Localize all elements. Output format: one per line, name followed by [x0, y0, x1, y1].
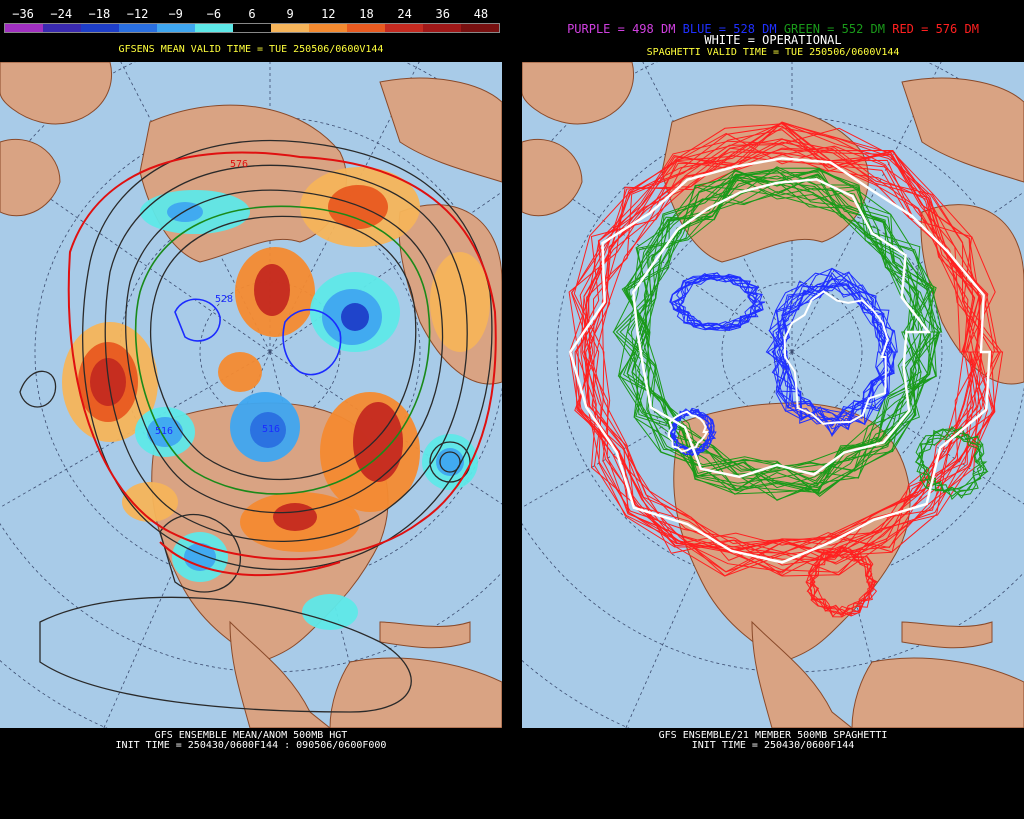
colorbar-label: 48 — [473, 7, 489, 21]
spaghetti-contour — [583, 129, 974, 554]
spaghetti-contour — [783, 290, 889, 425]
contour-label-516a: 516 — [155, 426, 173, 437]
spaghetti-contour — [601, 145, 986, 549]
contour-label-528: 528 — [215, 294, 233, 305]
spaghetti-contour — [632, 178, 932, 479]
colorbar-swatch — [195, 24, 233, 32]
spaghetti-valid-time-title: SPAGHETTI VALID TIME = TUE 250506/0600V1… — [646, 47, 900, 58]
legend-blue: BLUE = 528 DM — [682, 22, 777, 36]
colorbar-label: −18 — [88, 7, 111, 21]
colorbar-label: 36 — [435, 7, 450, 21]
spaghetti-map-svg — [522, 62, 1024, 728]
spaghetti-contour — [772, 283, 889, 423]
colorbar-swatch — [385, 24, 423, 32]
spaghetti-contour — [771, 267, 893, 425]
spaghetti-contour — [579, 127, 980, 555]
spaghetti-contour — [678, 272, 759, 331]
spaghetti-product-title: GFS ENSEMBLE/21 MEMBER 500MB SPAGHETTI — [658, 730, 888, 741]
spaghetti-contour — [916, 428, 983, 497]
spaghetti-contour — [669, 275, 762, 329]
colorbar-swatch — [5, 24, 43, 32]
spaghetti-contour — [612, 180, 937, 484]
colorbar-swatch — [233, 24, 271, 32]
spaghetti-panel: PURPLE = 498 DM BLUE = 528 DM GREEN = 55… — [522, 0, 1024, 819]
mean-product-title: GFS ENSEMBLE MEAN/ANOM 500MB HGT — [154, 730, 348, 741]
colorbar-label: −9 — [168, 7, 183, 21]
spaghetti-contour — [672, 409, 717, 452]
spaghetti-contour — [771, 278, 897, 426]
colorbar-label: 9 — [286, 7, 294, 21]
legend-white: WHITE = OPERATIONAL — [704, 33, 842, 47]
spaghetti-contour — [809, 550, 877, 616]
colorbar-swatch — [157, 24, 195, 32]
colorbar-swatch — [81, 24, 119, 32]
colorbar-swatch — [43, 24, 81, 32]
spaghetti-contour — [919, 426, 988, 499]
colorbar-swatch — [461, 24, 499, 32]
legend-green: GREEN = 552 DM — [783, 22, 885, 36]
spaghetti-contour — [667, 410, 709, 453]
colorbar-label: 24 — [397, 7, 412, 21]
spaghetti-contour — [575, 147, 1003, 576]
spaghetti-contour — [630, 167, 937, 470]
spaghetti-contour — [635, 168, 943, 482]
colorbar-swatch — [309, 24, 347, 32]
contour-label-576: 576 — [230, 159, 248, 170]
spaghetti-contour — [776, 283, 895, 438]
colorbar-label: −24 — [50, 7, 73, 21]
spaghetti-legend: PURPLE = 498 DM BLUE = 528 DM GREEN = 55… — [522, 22, 1024, 36]
colorbar-label: −6 — [206, 7, 222, 21]
colorbar-label: 12 — [321, 7, 336, 21]
colorbar-label: −36 — [12, 7, 34, 21]
colorbar-swatch — [271, 24, 309, 32]
spaghetti-contour — [806, 546, 878, 617]
ensemble-mean-panel: −36 −24 −18 −12 −9 −6 6 9 12 18 24 36 48 GFSENS MEAN… — [0, 0, 502, 819]
colorbar-labels: −36 −24 −18 −12 −9 −6 6 9 12 18 24 36 48 — [0, 7, 502, 21]
colorbar-swatch — [119, 24, 157, 32]
spaghetti-contour — [805, 550, 877, 615]
colorbar-label: 6 — [248, 7, 256, 21]
spaghetti-contour — [676, 275, 757, 331]
spaghetti-contour — [676, 275, 760, 329]
spaghetti-init-time: INIT TIME = 250430/0600F144 — [691, 740, 855, 751]
colorbar-label: 18 — [359, 7, 374, 21]
anomaly-colorbar — [4, 23, 500, 33]
legend-purple: PURPLE = 498 DM — [567, 22, 676, 36]
mean-init-time: INIT TIME = 250430/0600F144 : 090506/060… — [115, 740, 387, 751]
spaghetti-contour — [915, 427, 989, 492]
spaghetti-contour — [613, 168, 933, 495]
spaghetti-contour — [568, 157, 992, 564]
ensemble-mean-map: 576 528 516 516 — [0, 62, 502, 728]
mean-map-svg: 576 528 516 516 — [0, 62, 502, 728]
colorbar-label: −12 — [126, 7, 149, 21]
spaghetti-contour — [570, 148, 983, 557]
mean-valid-time-title: GFSENS MEAN VALID TIME = TUE 250506/0600… — [118, 44, 384, 55]
spaghetti-contour — [776, 267, 889, 425]
legend-red: RED = 576 DM — [892, 22, 979, 36]
spaghetti-map — [522, 62, 1024, 728]
spaghetti-contour — [914, 428, 986, 497]
contour-label-516b: 516 — [262, 424, 280, 435]
panel-divider — [502, 0, 522, 819]
colorbar-swatch — [423, 24, 461, 32]
spaghetti-contour — [568, 122, 982, 577]
spaghetti-contour — [615, 179, 942, 489]
spaghetti-contours — [568, 121, 1004, 618]
spaghetti-contour — [811, 545, 878, 618]
spaghetti-contour — [668, 410, 715, 456]
colorbar-swatch — [347, 24, 385, 32]
